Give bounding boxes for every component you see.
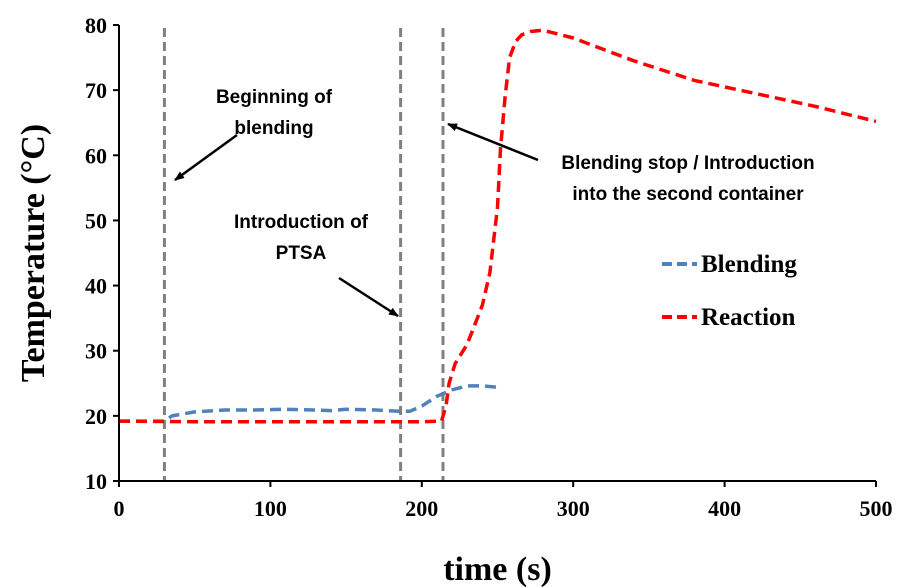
annotation-arrow xyxy=(174,133,238,182)
legend: Blending Reaction xyxy=(662,251,797,331)
annotations: Beginning of blending Introduction of PTSA B… xyxy=(174,87,815,318)
annotation-text: Beginning of xyxy=(216,87,333,108)
y-tick-label: 50 xyxy=(85,208,107,233)
annotation-text: PTSA xyxy=(276,243,327,264)
y-tick-label: 40 xyxy=(85,274,107,299)
annotation-text: blending xyxy=(234,118,313,139)
ticks: 0 100 200 300 400 500 10 20 30 40 50 60 70 80 xyxy=(85,13,893,521)
x-tick-label: 400 xyxy=(708,496,741,521)
x-axis-title: time (s) xyxy=(443,551,552,587)
y-tick-label: 80 xyxy=(85,13,107,38)
x-tick-label: 200 xyxy=(405,496,438,521)
y-tick-label: 30 xyxy=(85,339,107,364)
marker-lines xyxy=(162,28,445,481)
annotation-text: into the second container xyxy=(572,184,804,205)
annotation-arrow xyxy=(338,276,399,318)
x-tick-label: 100 xyxy=(254,496,287,521)
series-line-reaction xyxy=(118,28,877,424)
legend-label: Reaction xyxy=(701,304,796,331)
y-tick-label: 60 xyxy=(85,143,107,168)
legend-label: Blending xyxy=(701,251,797,278)
x-tick-label: 300 xyxy=(557,496,590,521)
axes xyxy=(118,25,876,482)
x-tick-label: 0 xyxy=(114,496,125,521)
x-tick-label: 500 xyxy=(860,496,893,521)
y-tick-label: 10 xyxy=(85,469,107,494)
annotation-text: Blending stop / Introduction xyxy=(561,153,814,174)
series-line-blending xyxy=(119,384,498,423)
y-axis-title: Temperature (°C) xyxy=(15,124,52,382)
y-tick-label: 20 xyxy=(85,404,107,429)
series-lines xyxy=(118,28,877,424)
annotation-arrow xyxy=(447,122,539,162)
annotation-text: Introduction of xyxy=(234,212,369,233)
y-tick-label: 70 xyxy=(85,78,107,103)
